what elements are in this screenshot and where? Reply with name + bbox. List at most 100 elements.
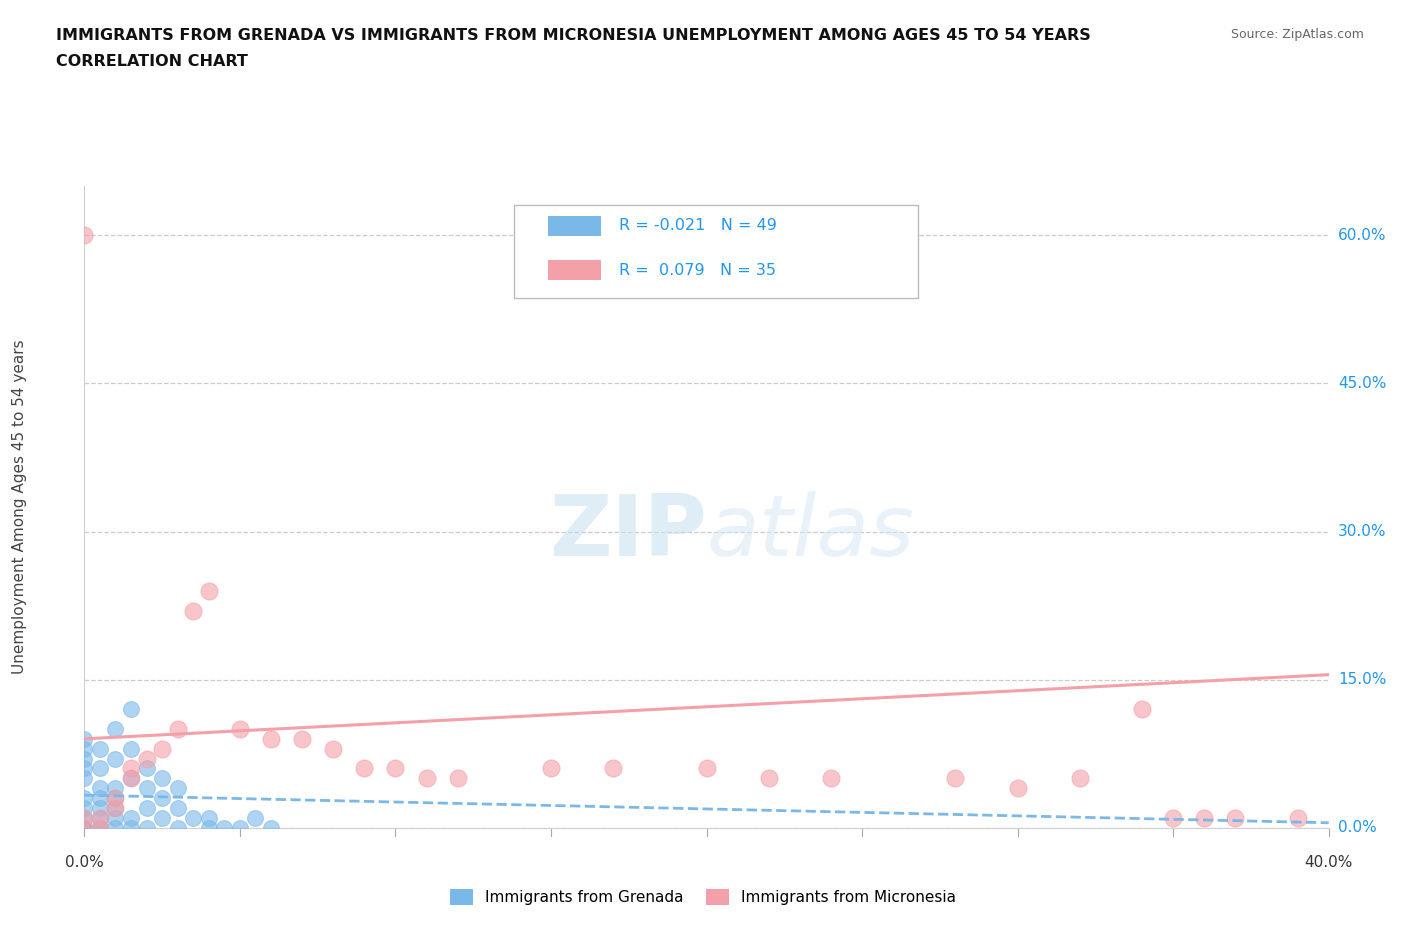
Point — [73, 751, 96, 766]
Text: 60.0%: 60.0% — [1339, 228, 1386, 243]
Point — [73, 820, 96, 835]
Point — [73, 790, 96, 805]
Point — [229, 722, 252, 737]
Point — [384, 761, 406, 776]
Point — [150, 741, 173, 756]
Point — [104, 751, 127, 766]
Text: CORRELATION CHART: CORRELATION CHART — [56, 54, 247, 69]
Point — [89, 810, 111, 825]
Point — [135, 801, 157, 816]
Point — [1069, 771, 1091, 786]
Point — [260, 820, 283, 835]
Point — [73, 801, 96, 816]
Text: 0.0%: 0.0% — [1339, 820, 1376, 835]
Point — [353, 761, 375, 776]
Point — [120, 741, 142, 756]
Point — [104, 810, 127, 825]
Point — [73, 820, 96, 835]
Point — [104, 781, 127, 796]
Point — [150, 790, 173, 805]
Point — [104, 722, 127, 737]
Point — [214, 820, 236, 835]
Point — [73, 761, 96, 776]
FancyBboxPatch shape — [513, 206, 918, 299]
Point — [120, 771, 142, 786]
Point — [135, 820, 157, 835]
Text: R =  0.079   N = 35: R = 0.079 N = 35 — [620, 262, 776, 277]
Point — [1225, 810, 1247, 825]
Point — [1007, 781, 1029, 796]
Point — [245, 810, 267, 825]
Point — [758, 771, 780, 786]
Point — [166, 820, 188, 835]
Point — [945, 771, 967, 786]
Point — [135, 781, 157, 796]
Point — [197, 583, 221, 598]
Point — [291, 731, 314, 746]
Point — [73, 228, 96, 243]
Point — [820, 771, 842, 786]
Point — [602, 761, 624, 776]
Point — [447, 771, 470, 786]
Legend: Immigrants from Grenada, Immigrants from Micronesia: Immigrants from Grenada, Immigrants from… — [443, 883, 963, 911]
Text: 45.0%: 45.0% — [1339, 376, 1386, 391]
Text: 30.0%: 30.0% — [1339, 524, 1386, 539]
Point — [73, 810, 96, 825]
Point — [166, 722, 188, 737]
Point — [696, 761, 718, 776]
Point — [104, 790, 127, 805]
Text: R = -0.021   N = 49: R = -0.021 N = 49 — [620, 219, 778, 233]
Text: 0.0%: 0.0% — [65, 856, 104, 870]
Point — [166, 801, 188, 816]
Point — [181, 810, 204, 825]
Text: atlas: atlas — [707, 491, 914, 574]
Text: IMMIGRANTS FROM GRENADA VS IMMIGRANTS FROM MICRONESIA UNEMPLOYMENT AMONG AGES 45: IMMIGRANTS FROM GRENADA VS IMMIGRANTS FR… — [56, 28, 1091, 43]
Point — [89, 790, 111, 805]
Point — [73, 810, 96, 825]
Point — [120, 810, 142, 825]
Point — [260, 731, 283, 746]
Text: ZIP: ZIP — [548, 491, 707, 574]
Point — [1161, 810, 1184, 825]
Point — [120, 820, 142, 835]
Point — [1286, 810, 1309, 825]
Point — [181, 603, 204, 618]
Point — [197, 810, 221, 825]
Point — [104, 790, 127, 805]
Point — [73, 771, 96, 786]
Bar — [548, 259, 600, 280]
Point — [73, 731, 96, 746]
Point — [73, 820, 96, 835]
Point — [89, 820, 111, 835]
Point — [322, 741, 344, 756]
Point — [150, 771, 173, 786]
Point — [229, 820, 252, 835]
Point — [104, 801, 127, 816]
Text: Source: ZipAtlas.com: Source: ZipAtlas.com — [1230, 28, 1364, 41]
Point — [89, 810, 111, 825]
Point — [89, 820, 111, 835]
Point — [150, 810, 173, 825]
Point — [1192, 810, 1215, 825]
Point — [540, 761, 562, 776]
Point — [120, 761, 142, 776]
Point — [89, 761, 111, 776]
Point — [89, 741, 111, 756]
Point — [135, 751, 157, 766]
Text: 40.0%: 40.0% — [1305, 856, 1353, 870]
Point — [120, 771, 142, 786]
Point — [415, 771, 437, 786]
Text: Unemployment Among Ages 45 to 54 years: Unemployment Among Ages 45 to 54 years — [13, 339, 27, 674]
Point — [73, 741, 96, 756]
Point — [197, 820, 221, 835]
Point — [1130, 702, 1153, 717]
Point — [166, 781, 188, 796]
Point — [104, 801, 127, 816]
Text: 15.0%: 15.0% — [1339, 672, 1386, 687]
Point — [89, 820, 111, 835]
Point — [89, 781, 111, 796]
Bar — [548, 216, 600, 236]
Point — [120, 702, 142, 717]
Point — [89, 801, 111, 816]
Point — [73, 820, 96, 835]
